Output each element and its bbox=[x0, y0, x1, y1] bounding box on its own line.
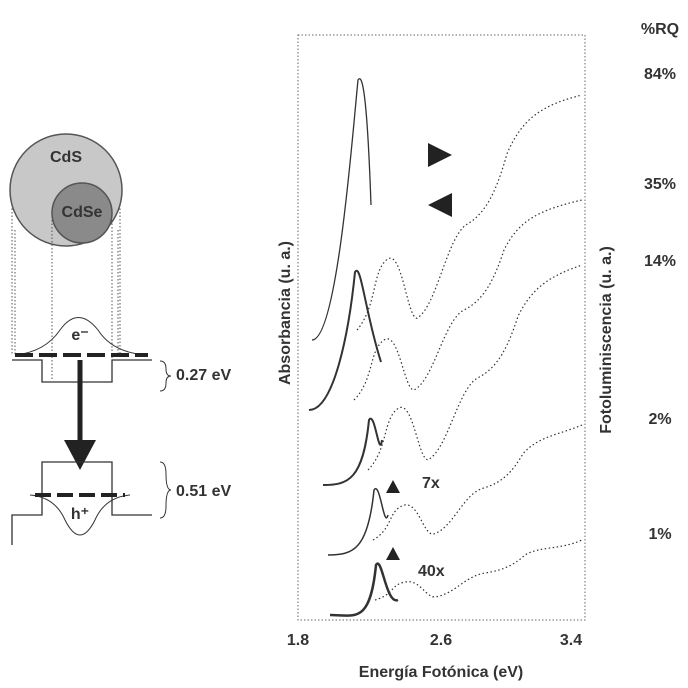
pl-spectrum bbox=[308, 269, 382, 411]
x-axis-label: Energía Fotónica (eV) bbox=[359, 664, 523, 681]
core-label: CdSe bbox=[62, 204, 103, 221]
marker bbox=[428, 193, 452, 217]
x-tick-label: 1.8 bbox=[287, 632, 309, 649]
qy-label: 2% bbox=[648, 411, 671, 428]
plot-frame bbox=[297, 34, 586, 621]
pl-spectrum bbox=[329, 562, 399, 617]
core-circle bbox=[51, 182, 113, 244]
magnification: 40x bbox=[418, 563, 445, 580]
arrow-head bbox=[64, 440, 96, 470]
absorbance-spectrum bbox=[367, 264, 583, 471]
electron-label: e⁻ bbox=[71, 327, 88, 344]
qy-label: 14% bbox=[644, 253, 676, 270]
valence-offset: 0.51 eV bbox=[176, 483, 231, 500]
valence-band bbox=[11, 461, 152, 545]
qy-label: 1% bbox=[648, 526, 671, 543]
x-tick-label: 3.4 bbox=[560, 632, 582, 649]
left-axis-label: Absorbancia (u. a.) bbox=[277, 241, 294, 385]
absorbance-spectrum bbox=[372, 424, 583, 541]
qy-header: %RQ bbox=[641, 21, 679, 38]
brace bbox=[159, 461, 172, 519]
pl-spectrum bbox=[327, 487, 389, 556]
electron-wavefunction bbox=[14, 317, 146, 356]
x-tick-label: 2.6 bbox=[430, 632, 452, 649]
pl-spectrum bbox=[322, 417, 383, 486]
conduction-offset: 0.27 eV bbox=[176, 367, 231, 384]
pl-spectrum bbox=[311, 78, 372, 341]
qy-label: 84% bbox=[644, 66, 676, 83]
qy-label: 35% bbox=[644, 176, 676, 193]
right-axis-label: Fotoluminiscencia (u. a.) bbox=[598, 246, 615, 434]
marker bbox=[386, 547, 400, 560]
absorbance-spectrum bbox=[356, 94, 583, 331]
brace bbox=[159, 360, 172, 392]
core-shell-diagram: CdS CdSe e⁻ 0.27 eV h⁺ 0.51 eV bbox=[9, 133, 231, 545]
spectra bbox=[308, 78, 583, 617]
hole-wavefunction bbox=[29, 494, 131, 536]
absorbance-spectrum bbox=[374, 539, 583, 601]
conduction-band bbox=[12, 359, 152, 383]
marker bbox=[386, 480, 400, 493]
magnification: 7x bbox=[422, 475, 440, 492]
hole-label: h⁺ bbox=[71, 506, 89, 523]
marker bbox=[428, 143, 452, 167]
shell-label: CdS bbox=[50, 149, 82, 166]
absorbance-spectrum bbox=[353, 199, 583, 401]
